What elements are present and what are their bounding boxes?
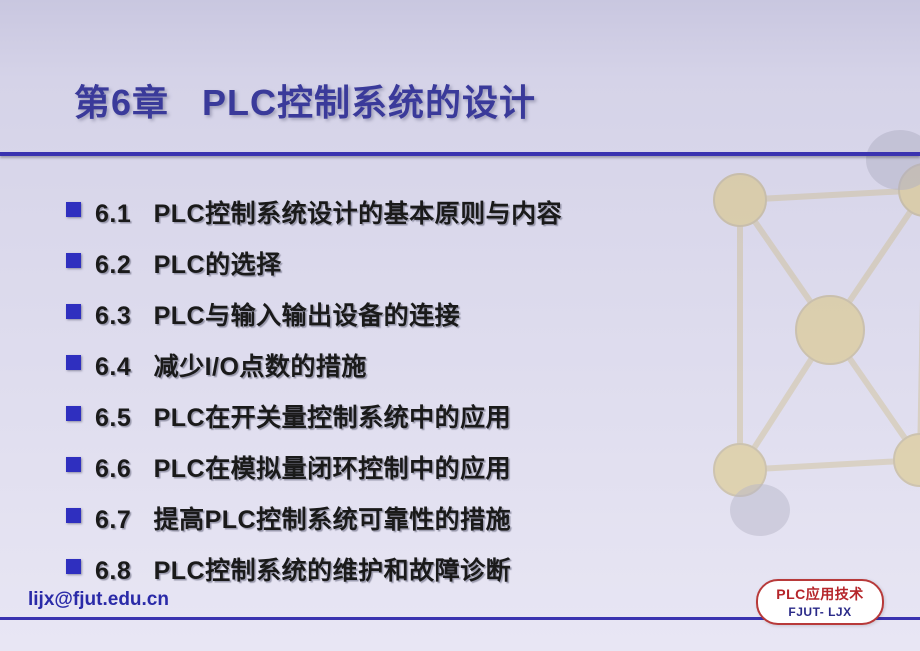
- footer-email: lijx@fjut.edu.cn: [28, 589, 169, 611]
- item-text: 6.3 PLC与输入输出设备的连接: [95, 296, 460, 332]
- square-bullet-icon: [66, 457, 81, 472]
- item-text: 6.4 减少I/O点数的措施: [95, 347, 367, 383]
- square-bullet-icon: [66, 559, 81, 574]
- footer-logo: PLC应用技术 FJUT- LJX: [756, 579, 884, 625]
- list-item: 6.7 提高PLC控制系统可靠性的措施: [66, 500, 920, 536]
- square-bullet-icon: [66, 304, 81, 319]
- square-bullet-icon: [66, 406, 81, 421]
- logo-line2: FJUT- LJX: [758, 605, 882, 619]
- list-item: 6.4 减少I/O点数的措施: [66, 347, 920, 383]
- list-item: 6.3 PLC与输入输出设备的连接: [66, 296, 920, 332]
- title-region: 第6章 PLC控制系统的设计: [0, 0, 920, 144]
- slide-container: 第6章 PLC控制系统的设计 6.1 PLC控制系统设计的基本原则与内容 6.2…: [0, 0, 920, 651]
- square-bullet-icon: [66, 253, 81, 268]
- square-bullet-icon: [66, 508, 81, 523]
- item-text: 6.8 PLC控制系统的维护和故障诊断: [95, 551, 511, 587]
- item-text: 6.6 PLC在模拟量闭环控制中的应用: [95, 449, 511, 485]
- footer: lijx@fjut.edu.cn PLC应用技术 FJUT- LJX: [0, 587, 920, 637]
- item-text: 6.2 PLC的选择: [95, 245, 282, 281]
- list-item: 6.2 PLC的选择: [66, 245, 920, 281]
- item-text: 6.5 PLC在开关量控制系统中的应用: [95, 398, 511, 434]
- item-text: 6.1 PLC控制系统设计的基本原则与内容: [95, 194, 562, 230]
- item-text: 6.7 提高PLC控制系统可靠性的措施: [95, 500, 511, 536]
- square-bullet-icon: [66, 355, 81, 370]
- logo-line1: PLC应用技术: [758, 584, 882, 604]
- list-item: 6.1 PLC控制系统设计的基本原则与内容: [66, 194, 920, 230]
- content-list: 6.1 PLC控制系统设计的基本原则与内容 6.2 PLC的选择 6.3 PLC…: [0, 156, 920, 587]
- list-item: 6.5 PLC在开关量控制系统中的应用: [66, 398, 920, 434]
- square-bullet-icon: [66, 202, 81, 217]
- list-item: 6.6 PLC在模拟量闭环控制中的应用: [66, 449, 920, 485]
- slide-title: 第6章 PLC控制系统的设计: [74, 74, 920, 126]
